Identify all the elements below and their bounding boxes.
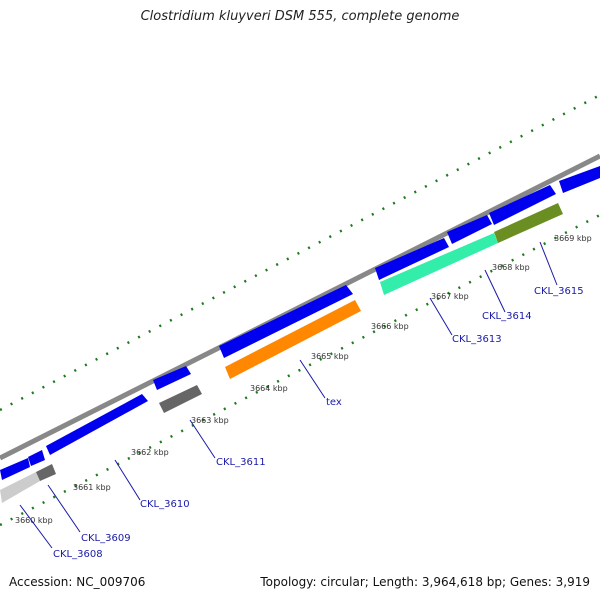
gene-label-CKL_3611[interactable]: CKL_3611 xyxy=(216,457,266,468)
topology-summary: Topology: circular; Length: 3,964,618 bp… xyxy=(260,575,590,589)
forward-strand-genes xyxy=(0,166,600,480)
forward-gene-arrow[interactable] xyxy=(375,238,449,280)
kbp-tick-labels: 3660 kbp 3661 kbp 3662 kbp 3663 kbp 3664… xyxy=(15,234,592,525)
outer-dotted-ruler xyxy=(0,93,600,412)
gene-CKL_3608[interactable] xyxy=(0,472,40,503)
forward-gene-arrow[interactable] xyxy=(447,215,492,244)
kbp-label: 3663 kbp xyxy=(191,416,229,425)
forward-gene-arrow[interactable] xyxy=(559,166,600,193)
kbp-label: 3666 kbp xyxy=(371,322,409,331)
gene-label-CKL_3613[interactable]: CKL_3613 xyxy=(452,334,502,345)
inner-dotted-ruler xyxy=(0,213,600,527)
leader-CKL_3614 xyxy=(484,269,506,313)
inner-genes xyxy=(0,203,563,503)
kbp-label: 3668 kbp xyxy=(492,263,530,272)
kbp-label: 3667 kbp xyxy=(431,292,469,301)
forward-gene-arrow[interactable] xyxy=(489,185,556,225)
gene-label-CKL_3615[interactable]: CKL_3615 xyxy=(534,286,584,297)
gene-label-CKL_3610[interactable]: CKL_3610 xyxy=(140,499,190,510)
forward-gene-arrow[interactable] xyxy=(0,458,30,480)
forward-gene-arrow[interactable] xyxy=(46,394,148,455)
gene-labels: CKL_3608 CKL_3609 CKL_3610 CKL_3611 tex … xyxy=(53,286,584,560)
forward-gene-arrow[interactable] xyxy=(28,450,45,466)
kbp-label: 3665 kbp xyxy=(311,352,349,361)
kbp-label: 3660 kbp xyxy=(15,516,53,525)
kbp-label: 3664 kbp xyxy=(250,384,288,393)
leader-CKL_3613 xyxy=(429,297,453,336)
leader-CKL_3608 xyxy=(19,504,53,549)
kbp-label: 3662 kbp xyxy=(131,448,169,457)
gene-label-tex[interactable]: tex xyxy=(326,397,342,408)
leader-tex xyxy=(299,359,326,399)
leader-CKL_3610 xyxy=(114,459,141,501)
gene-CKL_3615[interactable] xyxy=(494,203,563,243)
gene-label-CKL_3609[interactable]: CKL_3609 xyxy=(81,533,131,544)
map-title: Clostridium kluyveri DSM 555, complete g… xyxy=(140,9,460,24)
leader-CKL_3611 xyxy=(189,419,216,459)
gene-label-CKL_3614[interactable]: CKL_3614 xyxy=(482,311,532,322)
forward-gene-arrow[interactable] xyxy=(219,285,353,358)
backbone-line xyxy=(0,153,600,461)
leader-CKL_3615 xyxy=(539,241,558,286)
gene-CKL_3613[interactable] xyxy=(380,233,498,295)
gene-CKL_3609[interactable] xyxy=(36,464,56,481)
gene-tex[interactable] xyxy=(225,300,361,379)
gene-CKL_3611[interactable] xyxy=(159,385,202,413)
forward-gene-arrow[interactable] xyxy=(153,366,191,390)
leader-CKL_3609 xyxy=(47,484,81,533)
accession-label: Accession: NC_009706 xyxy=(9,575,146,589)
kbp-label: 3661 kbp xyxy=(73,483,111,492)
label-leaders xyxy=(19,241,558,549)
kbp-label: 3669 kbp xyxy=(554,234,592,243)
gene-label-CKL_3608[interactable]: CKL_3608 xyxy=(53,549,103,560)
